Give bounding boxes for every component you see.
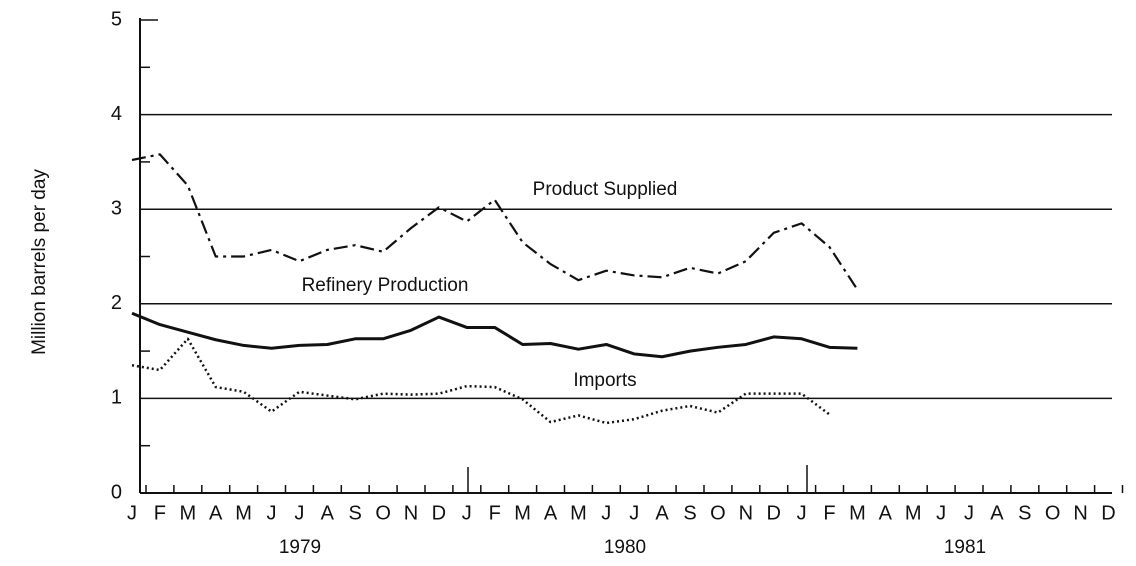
x-tick-label: J — [462, 502, 472, 524]
x-tick-label: M — [849, 502, 866, 524]
series-label: Imports — [573, 370, 636, 391]
x-tick-label: A — [209, 502, 223, 524]
x-tick-label: N — [1073, 502, 1087, 524]
x-tick-label: N — [739, 502, 753, 524]
x-tick-label: A — [655, 502, 669, 524]
x-tick-label: D — [1101, 502, 1115, 524]
x-tick-label: A — [321, 502, 335, 524]
x-tick-label: A — [879, 502, 893, 524]
x-tick-label: N — [404, 502, 418, 524]
y-axis-label: Million barrels per day — [29, 169, 50, 355]
x-tick-label: M — [905, 502, 922, 524]
x-tick-label: J — [797, 502, 807, 524]
x-tick-label: O — [1045, 502, 1061, 524]
x-tick-label: S — [1018, 502, 1031, 524]
series-line — [131, 153, 859, 291]
x-tick-label: J — [601, 502, 611, 524]
x-tick-label: J — [936, 502, 946, 524]
series-line — [131, 337, 831, 425]
x-tick-label: S — [683, 502, 696, 524]
y-tick-label: 4 — [111, 103, 122, 125]
x-tick-label: O — [375, 502, 391, 524]
x-tick-label: S — [349, 502, 362, 524]
x-tick-label: J — [964, 502, 974, 524]
x-tick-label: M — [235, 502, 252, 524]
x-tick-label: D — [766, 502, 780, 524]
x-tick-label: J — [267, 502, 277, 524]
series-label: Refinery Production — [302, 275, 469, 296]
x-tick-label: M — [514, 502, 531, 524]
year-label: 1981 — [944, 537, 986, 558]
x-tick-label: D — [432, 502, 446, 524]
x-tick-label: A — [544, 502, 558, 524]
x-tick-label: J — [127, 502, 137, 524]
x-tick-label: M — [570, 502, 587, 524]
x-tick-label: F — [154, 502, 166, 524]
series-label: Product Supplied — [533, 179, 678, 200]
x-tick-label: A — [990, 502, 1004, 524]
x-tick-label: F — [823, 502, 835, 524]
x-tick-label: F — [489, 502, 501, 524]
year-label: 1980 — [604, 537, 646, 558]
y-tick-label: 1 — [111, 387, 122, 409]
y-tick-label: 2 — [111, 292, 122, 314]
x-tick-label: M — [179, 502, 196, 524]
y-tick-label: 5 — [111, 8, 122, 30]
y-tick-label: 3 — [111, 197, 122, 219]
x-tick-label: J — [629, 502, 639, 524]
x-tick-label: O — [710, 502, 726, 524]
year-label: 1979 — [279, 537, 321, 558]
y-tick-label: 0 — [111, 481, 122, 503]
x-tick-label: J — [294, 502, 304, 524]
series-line — [131, 311, 858, 359]
